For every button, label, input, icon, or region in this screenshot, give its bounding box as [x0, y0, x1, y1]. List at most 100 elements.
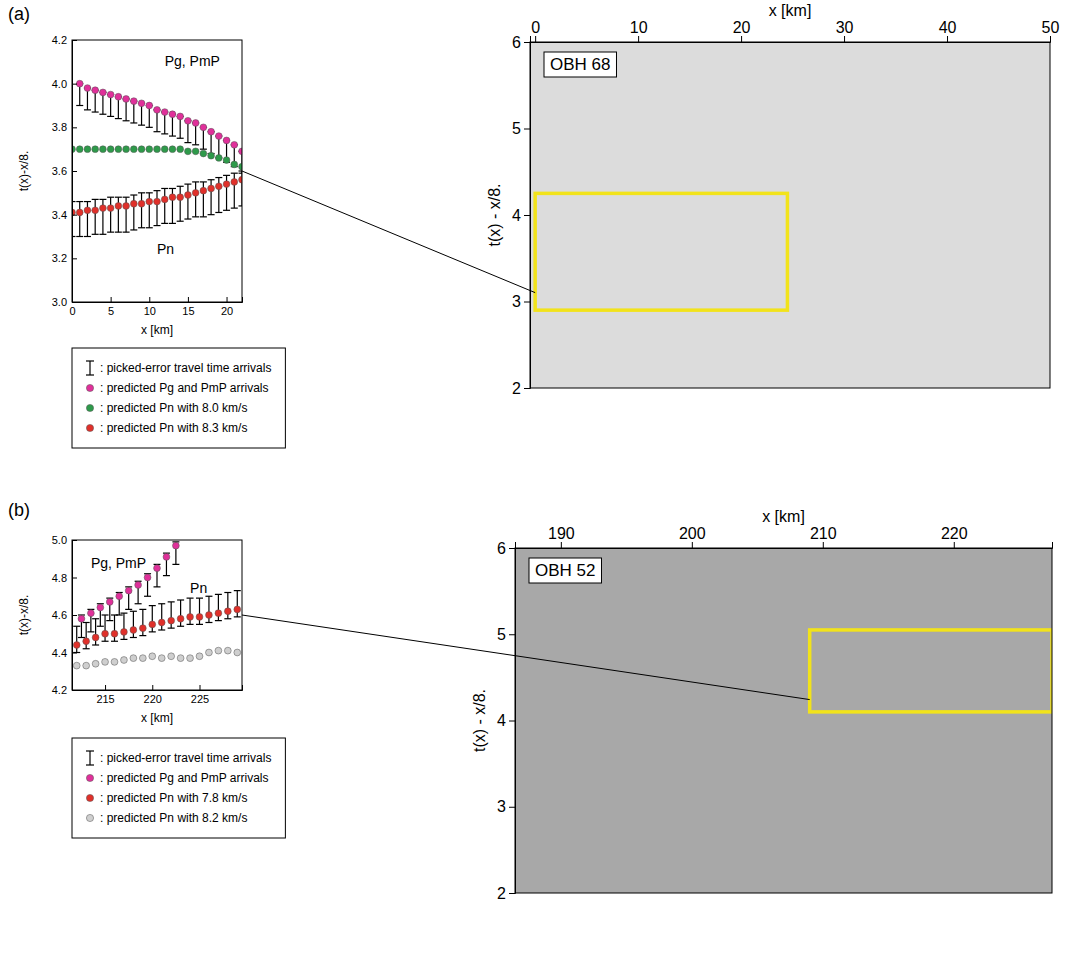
series	[78, 542, 179, 622]
point	[185, 192, 192, 199]
point	[187, 655, 194, 662]
tick: 10	[144, 297, 156, 317]
error-bar	[169, 188, 176, 223]
error-bar	[123, 197, 130, 232]
point	[154, 106, 161, 113]
tick-label: 4	[497, 712, 506, 729]
error-bar-cap	[192, 216, 199, 217]
axis-line	[73, 297, 243, 303]
point	[78, 615, 85, 622]
tick-label: 20	[221, 305, 233, 317]
legend-item: : predicted Pn with 8.2 km/s	[86, 811, 247, 825]
point	[115, 146, 122, 153]
tick-mark	[692, 542, 693, 548]
point	[161, 109, 168, 116]
tick-mark	[524, 129, 530, 130]
series	[78, 542, 179, 638]
error-bar-cap	[184, 142, 191, 143]
error-bar	[234, 591, 241, 617]
error-bar-cap	[76, 105, 83, 106]
error-bar-cap	[144, 596, 151, 597]
error-bar-cap	[139, 635, 146, 636]
error-bar-cap	[123, 197, 130, 198]
point	[177, 146, 184, 153]
tick-label: 30	[836, 19, 854, 36]
point	[192, 148, 199, 155]
tick: 3.6	[52, 165, 77, 177]
error-bar-stem	[110, 197, 111, 232]
tick-mark	[188, 297, 189, 302]
error-bar-cap	[102, 614, 109, 615]
point	[92, 634, 99, 641]
error-bar-cap	[83, 648, 90, 649]
legend-label: : predicted Pg and PmP arrivals	[100, 381, 269, 395]
point	[177, 655, 184, 662]
tick-label: 220	[941, 525, 968, 542]
station-label: OBH 68	[544, 52, 616, 77]
tick-mark	[72, 690, 77, 691]
point	[234, 606, 241, 613]
error-bar-cap	[138, 125, 145, 126]
point	[84, 146, 91, 153]
tick-mark	[111, 297, 112, 302]
point	[215, 610, 222, 617]
tick-label: 4.6	[52, 609, 67, 621]
error-bar	[76, 202, 83, 237]
legend-item: : predicted Pn with 7.8 km/s	[86, 791, 247, 805]
error-bar-cap	[215, 594, 222, 595]
tick-mark	[524, 42, 530, 43]
error-bar-cap	[177, 599, 184, 600]
point	[206, 612, 213, 619]
axis-line	[73, 685, 243, 691]
tick: 30	[836, 19, 854, 42]
error-bar-cap	[169, 223, 176, 224]
x-axis-title: x [km]	[762, 508, 805, 525]
error-bar-stem	[180, 186, 181, 221]
error-bar-cap	[239, 205, 243, 206]
point	[116, 593, 123, 600]
tick-label: 5.0	[52, 534, 67, 546]
point	[83, 638, 90, 645]
tick-mark	[200, 685, 201, 690]
panel-0: (a)051015203.03.23.43.63.84.04.2x [km]t(…	[8, 4, 285, 448]
point	[231, 141, 238, 148]
plot-area	[530, 42, 1050, 388]
tick-label: 215	[96, 693, 114, 705]
tick: 50	[1042, 19, 1060, 42]
tick: 3.4	[52, 209, 77, 221]
error-bar	[215, 594, 222, 620]
legend-label: : picked-error travel time arrivals	[100, 361, 271, 375]
point	[172, 542, 179, 549]
tick-mark	[152, 685, 153, 690]
point	[187, 613, 194, 620]
legend-item: : predicted Pn with 8.3 km/s	[86, 421, 247, 435]
legend: : picked-error travel time arrivals : pre…	[72, 348, 285, 448]
error-bar	[83, 623, 90, 649]
tick-mark	[524, 388, 530, 389]
error-bar-stem	[164, 188, 165, 223]
error-bar	[161, 188, 168, 223]
point	[92, 146, 99, 153]
tick-label: 15	[182, 305, 194, 317]
x-axis: 05101520	[69, 297, 242, 317]
error-bar-cap	[97, 626, 104, 627]
error-bar-cap	[205, 622, 212, 623]
error-bar-cap	[149, 631, 156, 632]
tick-mark	[509, 893, 515, 894]
panel-label: (b)	[8, 500, 30, 520]
error-bar-cap	[106, 620, 113, 621]
error-bar-cap	[123, 120, 130, 121]
point	[92, 660, 99, 667]
error-bar	[84, 202, 91, 237]
point	[192, 189, 199, 196]
tick-mark	[524, 302, 530, 303]
plot-area	[72, 80, 242, 236]
error-bar-cap	[200, 216, 207, 217]
point	[83, 662, 90, 669]
error-bar-stem	[195, 182, 196, 217]
point	[154, 198, 161, 205]
y-axis: 23456	[497, 540, 515, 902]
tick-label: 2	[497, 885, 506, 902]
legend-box	[72, 348, 285, 448]
section-background	[515, 548, 1052, 893]
